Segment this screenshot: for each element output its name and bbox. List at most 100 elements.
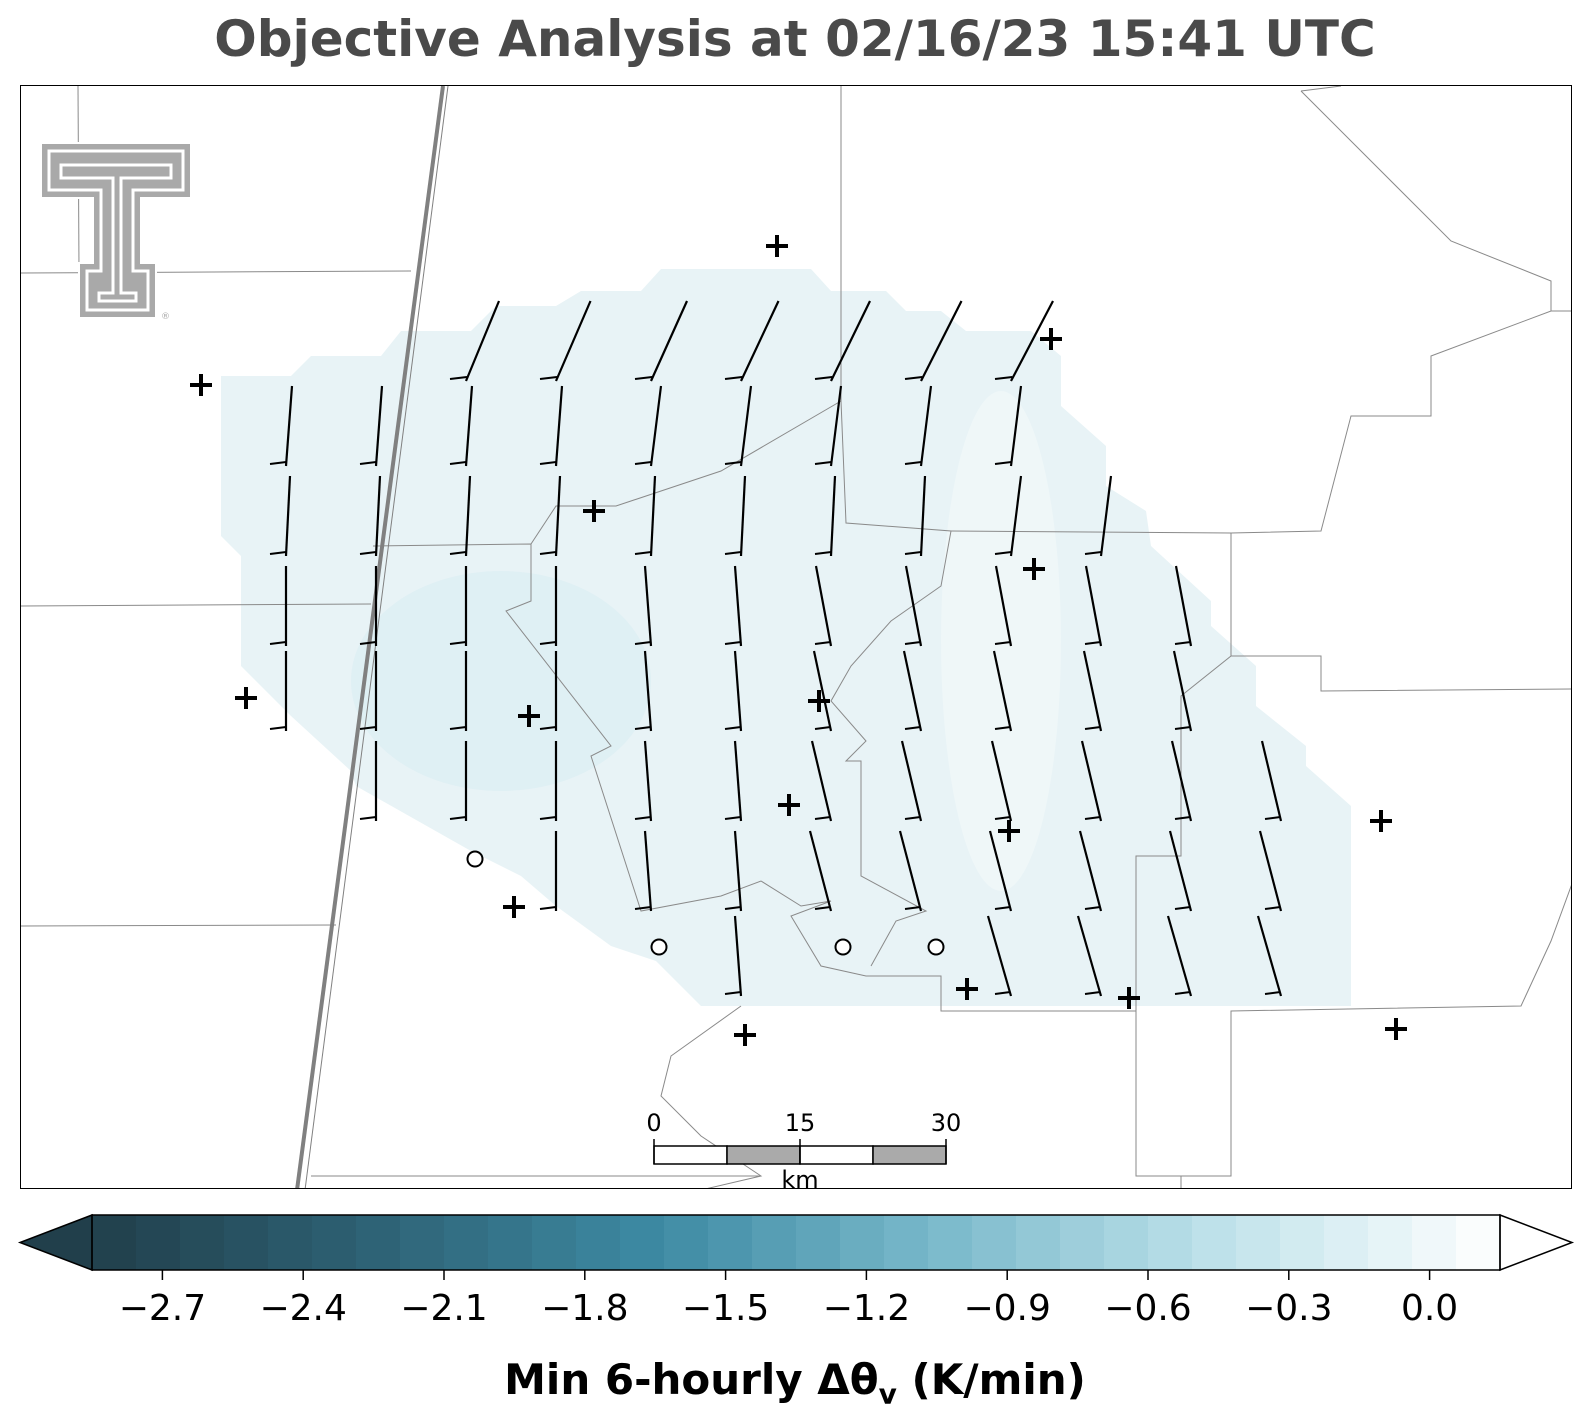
station-marker bbox=[583, 500, 605, 522]
station-marker bbox=[235, 687, 257, 709]
colorbar-cell bbox=[488, 1215, 533, 1270]
wind-barb bbox=[1084, 475, 1113, 557]
station-marker bbox=[766, 235, 788, 257]
colorbar-cell bbox=[400, 1215, 445, 1270]
chart-title: Objective Analysis at 02/16/23 15:41 UTC bbox=[214, 10, 1376, 68]
colorbar-cell bbox=[840, 1215, 885, 1270]
colorbar-tick-label: −1.5 bbox=[682, 1288, 769, 1329]
calm-station-marker bbox=[927, 938, 945, 956]
colorbar-label: Min 6-hourly Δθv (K/min) bbox=[0, 1355, 1590, 1410]
station-marker bbox=[1023, 558, 1045, 580]
wind-barb bbox=[359, 385, 384, 467]
station-marker bbox=[778, 794, 800, 816]
wind-barb bbox=[269, 385, 294, 467]
scale-label-30: 30 bbox=[931, 1109, 962, 1137]
wind-barb bbox=[904, 475, 927, 557]
analysis-field bbox=[221, 269, 1351, 1006]
colorbar-cell bbox=[576, 1215, 621, 1270]
colorbar-cell bbox=[180, 1215, 225, 1270]
wind-barb bbox=[1258, 830, 1283, 912]
wind-barb bbox=[359, 475, 382, 557]
colorbar-cell bbox=[136, 1215, 181, 1270]
wind-barb bbox=[269, 651, 288, 731]
wind-barb bbox=[634, 830, 653, 912]
wind-barb bbox=[986, 915, 1013, 997]
colorbar-cell bbox=[928, 1215, 973, 1270]
colorbar-cell bbox=[1060, 1215, 1105, 1270]
wind-barbs bbox=[269, 300, 1283, 997]
colorbar-cell bbox=[796, 1215, 841, 1270]
wind-barb bbox=[990, 740, 1013, 822]
colorbar-tick-label: −1.8 bbox=[541, 1288, 628, 1329]
colorbar-tick-label: −2.4 bbox=[259, 1288, 346, 1329]
colorbar-tick-label: 0.0 bbox=[1401, 1288, 1458, 1329]
wind-barb bbox=[814, 385, 843, 467]
colorbar-cell bbox=[1280, 1215, 1325, 1270]
wind-barb bbox=[724, 300, 780, 382]
colorbar-cell bbox=[1016, 1215, 1061, 1270]
station-marker bbox=[956, 978, 978, 1000]
station-marker bbox=[503, 896, 525, 918]
wind-barb bbox=[992, 650, 1013, 732]
colorbar-label-unit: (K/min) bbox=[896, 1355, 1086, 1404]
colorbar-cell bbox=[752, 1215, 797, 1270]
calm-station-marker bbox=[466, 850, 484, 868]
colorbar-cell bbox=[972, 1215, 1017, 1270]
station-marker bbox=[1385, 1018, 1407, 1040]
wind-barb bbox=[634, 300, 689, 382]
scale-label-0: 0 bbox=[646, 1109, 661, 1137]
wind-barb bbox=[539, 741, 558, 821]
wind-barb bbox=[724, 915, 743, 997]
colorbar-cell bbox=[1412, 1215, 1457, 1270]
wind-barb bbox=[269, 566, 288, 646]
wind-barb bbox=[449, 385, 474, 467]
colorbar-cell bbox=[1148, 1215, 1193, 1270]
colorbar-cell bbox=[1456, 1215, 1501, 1270]
colorbar-extend-max bbox=[1499, 1213, 1575, 1272]
wind-barb bbox=[724, 830, 743, 912]
scale-bar: 0 15 30 km bbox=[646, 1109, 962, 1189]
wind-barb bbox=[449, 300, 501, 382]
colorbar-cell bbox=[884, 1215, 929, 1270]
wind-barb bbox=[449, 566, 468, 646]
colorbar-tick-label: −2.1 bbox=[400, 1288, 487, 1329]
scale-unit: km bbox=[781, 1166, 818, 1189]
wind-barb bbox=[634, 650, 653, 732]
colorbar-cell bbox=[356, 1215, 401, 1270]
wind-barb bbox=[449, 651, 468, 731]
wind-barb bbox=[449, 475, 472, 557]
wind-barb bbox=[359, 741, 378, 821]
wind-barb bbox=[724, 385, 753, 467]
colorbar-cell bbox=[1104, 1215, 1149, 1270]
colorbar-cell bbox=[92, 1215, 137, 1270]
wind-barb bbox=[269, 475, 292, 557]
colorbar-cell bbox=[664, 1215, 709, 1270]
wind-barb bbox=[898, 830, 923, 912]
wind-barb bbox=[904, 300, 963, 382]
wind-barb bbox=[1076, 915, 1103, 997]
wind-barb bbox=[814, 475, 837, 557]
wind-barb bbox=[1080, 740, 1103, 822]
wind-barb bbox=[808, 830, 833, 912]
wind-barb bbox=[634, 475, 657, 557]
wind-barb bbox=[359, 651, 378, 731]
texas-tech-logo: ® bbox=[40, 142, 192, 322]
wind-barb bbox=[994, 385, 1023, 467]
logo-registered-mark: ® bbox=[161, 312, 170, 322]
colorbar-cell bbox=[532, 1215, 577, 1270]
calm-station-marker bbox=[650, 938, 668, 956]
colorbar-label-main: Min 6-hourly Δθ bbox=[504, 1355, 879, 1404]
station-marker bbox=[734, 1024, 756, 1046]
wind-barb bbox=[724, 740, 743, 822]
wind-barb bbox=[900, 740, 923, 822]
wind-barb bbox=[1082, 650, 1103, 732]
wind-barb bbox=[539, 651, 558, 731]
wind-barb bbox=[724, 650, 743, 732]
colorbar-tick-label: −0.3 bbox=[1245, 1288, 1332, 1329]
wind-barb bbox=[994, 300, 1054, 382]
analysis-field-minimum bbox=[351, 571, 651, 791]
station-marker bbox=[518, 705, 540, 727]
station-marker bbox=[998, 820, 1020, 842]
wind-barb bbox=[994, 475, 1023, 557]
wind-barb bbox=[634, 565, 653, 647]
